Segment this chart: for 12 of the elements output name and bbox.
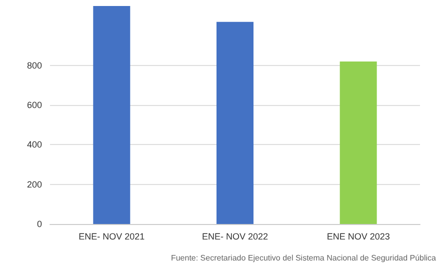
y-tick-label: 800	[26, 60, 42, 70]
bar	[216, 22, 254, 224]
x-tick-label: ENE- NOV 2022	[202, 232, 268, 242]
source-note: Fuente: Secretariado Ejecutivo del Sistema Nacional de Seguridad Pública	[170, 254, 437, 262]
y-tick-label: 600	[26, 100, 42, 110]
bar	[93, 6, 130, 224]
x-tick-label: ENE NOV 2023	[326, 232, 390, 242]
y-tick-label: 200	[26, 179, 42, 190]
x-tick-label: ENE- NOV 2021	[78, 232, 145, 242]
y-tick-label: 400	[26, 140, 42, 150]
bar	[340, 61, 377, 224]
y-tick-label: 0	[36, 219, 42, 229]
